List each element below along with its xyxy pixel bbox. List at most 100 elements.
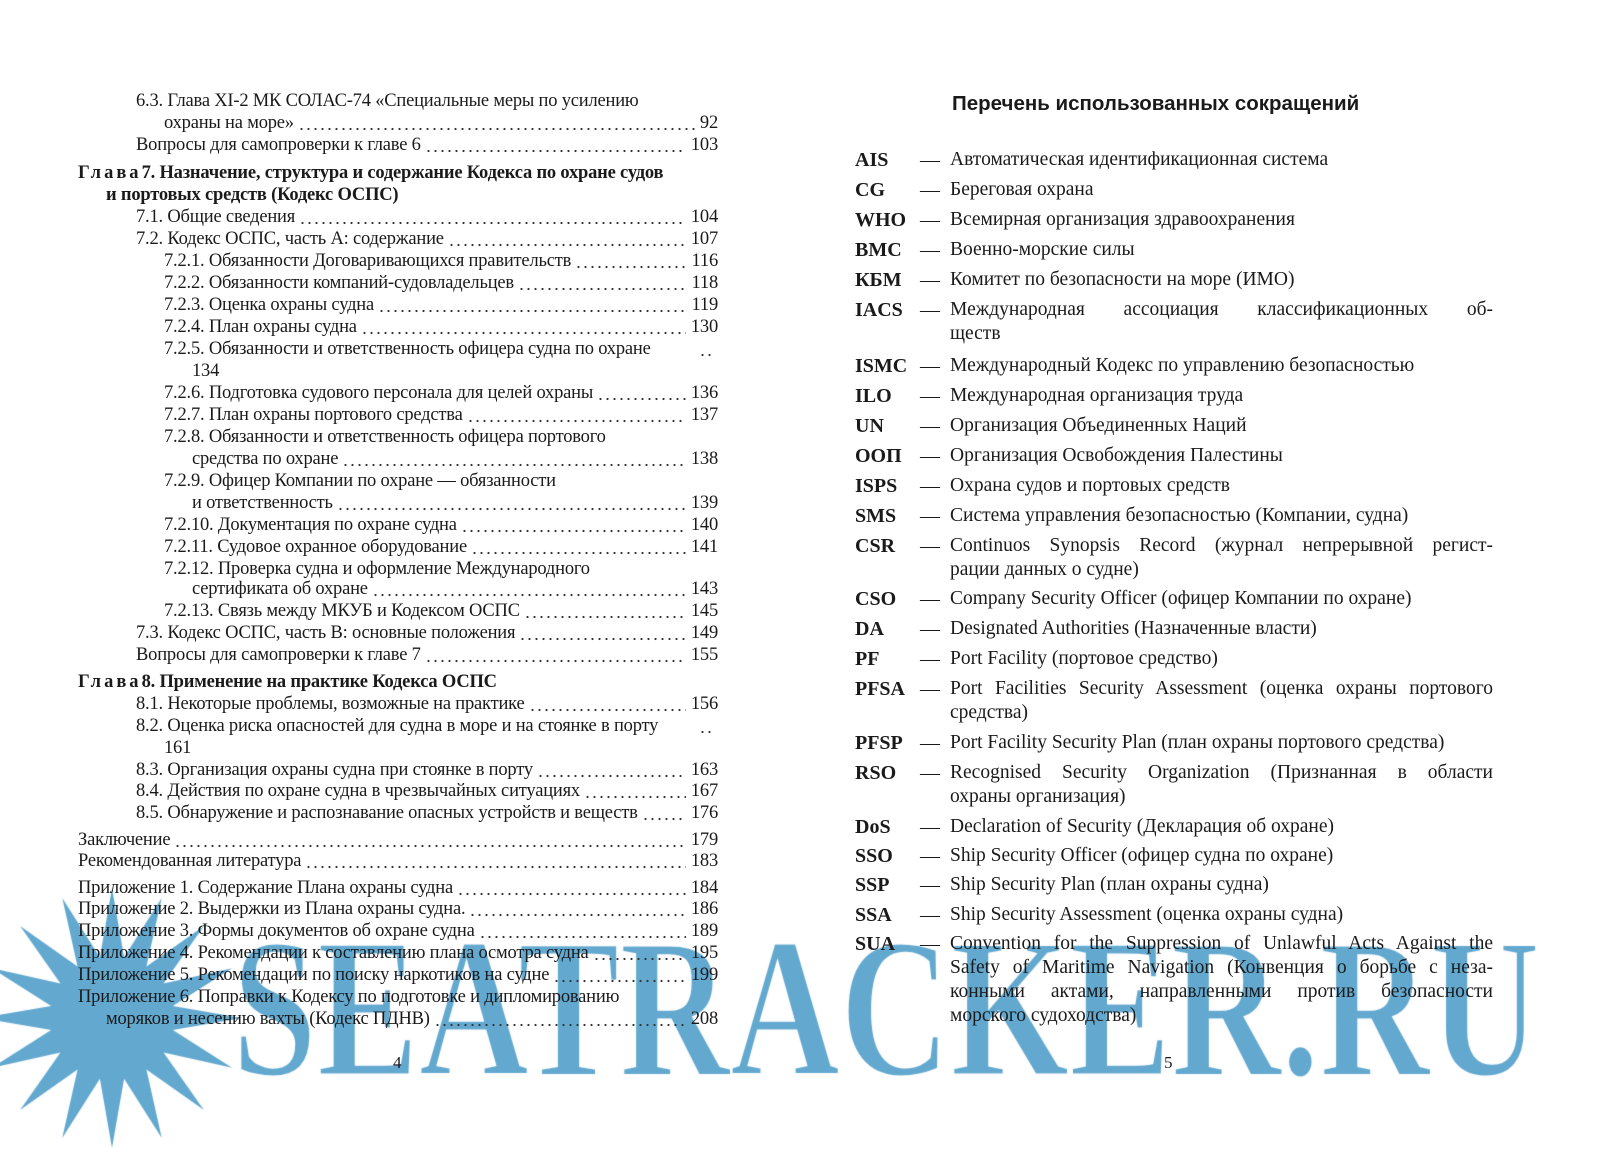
definition-line: рации данных о судне) [950, 559, 1139, 580]
abbreviation-term: SSO [855, 845, 893, 867]
definition-line: Международный Кодекс по управлению безоп… [950, 355, 1415, 376]
definition-line: конными актами, направленными против без… [950, 981, 1493, 1002]
abbreviation-definition: Ship Security Officer (офицер судна по о… [950, 844, 1493, 868]
em-dash: — [920, 816, 940, 838]
em-dash: — [920, 933, 940, 955]
definition-line: Continuos Synopsis Record (журнал непрер… [950, 535, 1493, 556]
abbreviation-term: UN [855, 415, 884, 437]
em-dash: — [920, 415, 940, 437]
definition-line: Ship Security Plan (план охраны судна) [950, 874, 1269, 895]
abbreviation-term: SSA [855, 904, 892, 926]
definition-line: Safety of Maritime Navigation (Конвенция… [950, 957, 1493, 978]
abbreviation-definition: Международная организация труда [950, 384, 1493, 408]
abbreviation-term: IACS [855, 299, 903, 321]
em-dash: — [920, 648, 940, 670]
em-dash: — [920, 762, 940, 784]
definition-line: Организация Освобождения Палестины [950, 445, 1283, 466]
definition-line: Комитет по безопасности на море (ИМО) [950, 269, 1295, 290]
abbreviation-term: DA [855, 618, 884, 640]
abbreviation-definition: Международная ассоциация классификационн… [950, 298, 1493, 346]
abbreviation-definition: Convention for the Suppression of Unlawf… [950, 932, 1493, 1028]
abbreviation-term: CG [855, 179, 885, 201]
definition-line: Организация Объединенных Наций [950, 415, 1247, 436]
em-dash: — [920, 355, 940, 377]
definition-line: Company Security Officer (офицер Компани… [950, 588, 1412, 609]
page-number-right: 5 [1164, 1053, 1173, 1072]
definition-line: Охрана судов и портовых средств [950, 475, 1230, 496]
definition-line: Военно-морские силы [950, 239, 1135, 260]
definition-line: Всемирная организация здравоохранения [950, 209, 1295, 230]
definition-line: морского судоходства) [950, 1005, 1137, 1026]
abbreviation-term: ISPS [855, 475, 898, 497]
em-dash: — [920, 505, 940, 527]
abbreviation-definition: Система управления безопасностью (Компан… [950, 504, 1493, 528]
definition-line: ществ [950, 323, 1001, 344]
abbreviation-term: CSR [855, 535, 896, 557]
definition-line: Port Facility Security Plan (план охраны… [950, 732, 1445, 753]
definition-line: Port Facility (портовое средство) [950, 648, 1218, 669]
definition-line: Ship Security Assessment (оценка охраны … [950, 904, 1344, 925]
abbreviation-definition: Ship Security Assessment (оценка охраны … [950, 903, 1493, 927]
em-dash: — [920, 874, 940, 896]
em-dash: — [920, 269, 940, 291]
page-number-left: 4 [393, 1053, 402, 1072]
definition-line: Международная ассоциация классификационн… [950, 299, 1493, 320]
page-title: Перечень использованных сокращений [952, 92, 1360, 115]
abbreviation-term: ILO [855, 385, 892, 407]
abbreviation-term: ООП [855, 445, 902, 467]
em-dash: — [920, 239, 940, 261]
abbreviation-definition: Company Security Officer (офицер Компани… [950, 587, 1493, 611]
em-dash: — [920, 678, 940, 700]
abbreviation-definition: Всемирная организация здравоохранения [950, 208, 1493, 232]
abbreviation-term: PFSA [855, 678, 905, 700]
definition-line: Береговая охрана [950, 179, 1094, 200]
abbreviation-definition: Port Facility Security Plan (план охраны… [950, 731, 1493, 755]
abbreviation-term: SSP [855, 874, 890, 896]
abbreviation-term: WHO [855, 209, 907, 231]
definition-line: Ship Security Officer (офицер судна по о… [950, 845, 1334, 866]
abbreviation-term: ВМС [855, 239, 902, 261]
definition-line: Система управления безопасностью (Компан… [950, 505, 1409, 526]
em-dash: — [920, 618, 940, 640]
abbreviation-term: DoS [855, 816, 891, 838]
abbreviation-term: ISMC [855, 355, 908, 377]
em-dash: — [920, 445, 940, 467]
abbreviation-definition: Организация Освобождения Палестины [950, 444, 1493, 468]
abbreviation-definition: Международный Кодекс по управлению безоп… [950, 354, 1493, 378]
definition-line: Declaration of Security (Декларация об о… [950, 816, 1335, 837]
definition-line: охраны организация) [950, 786, 1126, 807]
abbreviation-term: RSO [855, 762, 897, 784]
em-dash: — [920, 588, 940, 610]
em-dash: — [920, 179, 940, 201]
abbreviation-definition: Designated Authorities (Назначенные влас… [950, 617, 1493, 641]
abbreviation-definition: Continuos Synopsis Record (журнал непрер… [950, 534, 1493, 582]
abbreviation-definition: Охрана судов и портовых средств [950, 474, 1493, 498]
abbreviation-term: SMS [855, 505, 897, 527]
definition-line: Port Facilities Security Assessment (оце… [950, 678, 1493, 699]
abbreviation-definition: Береговая охрана [950, 178, 1493, 202]
abbreviation-term: PFSP [855, 732, 903, 754]
em-dash: — [920, 535, 940, 557]
definition-line: Convention for the Suppression of Unlawf… [950, 933, 1493, 954]
definition-line: Designated Authorities (Назначенные влас… [950, 618, 1317, 639]
em-dash: — [920, 732, 940, 754]
abbreviation-definition: Организация Объединенных Наций [950, 414, 1493, 438]
abbreviation-definition: Автоматическая идентификационная система [950, 148, 1493, 172]
em-dash: — [920, 475, 940, 497]
abbreviation-term: PF [855, 648, 880, 670]
abbreviation-definition: Declaration of Security (Декларация об о… [950, 815, 1493, 839]
abbreviation-definition: Ship Security Plan (план охраны судна) [950, 873, 1493, 897]
abbreviation-definition: Port Facilities Security Assessment (оце… [950, 677, 1493, 725]
abbreviation-term: SUA [855, 933, 896, 955]
definition-line: средства) [950, 702, 1028, 723]
em-dash: — [920, 385, 940, 407]
abbreviation-term: КБМ [855, 269, 902, 291]
abbreviation-definition: Комитет по безопасности на море (ИМО) [950, 268, 1493, 292]
abbreviation-definition: Recognised Security Organization (Призна… [950, 761, 1493, 809]
definition-line: Международная организация труда [950, 385, 1244, 406]
em-dash: — [920, 149, 940, 171]
em-dash: — [920, 299, 940, 321]
abbreviation-definition: Военно-морские силы [950, 238, 1493, 262]
em-dash: — [920, 209, 940, 231]
